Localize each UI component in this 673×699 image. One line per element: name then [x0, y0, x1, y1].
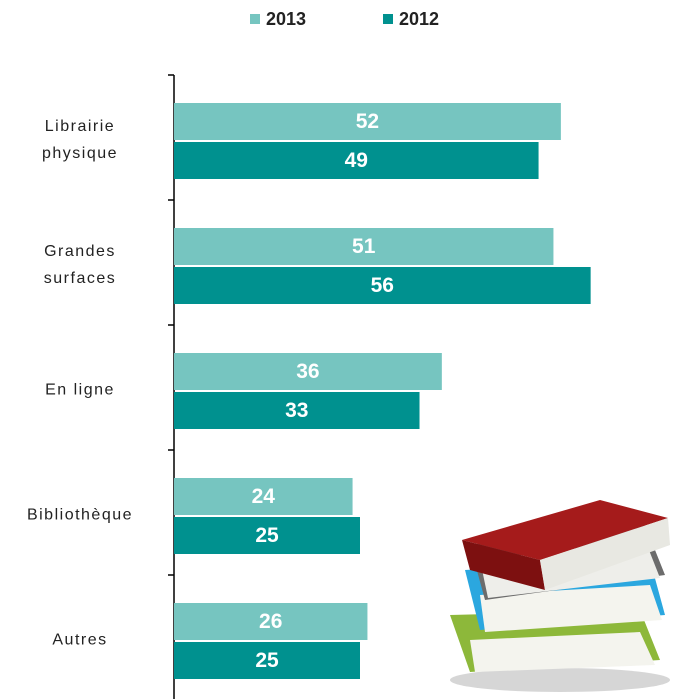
category-label: Autres: [0, 627, 160, 654]
legend-label: 2012: [399, 9, 439, 29]
bar-value-label: 33: [285, 399, 308, 422]
bar-value-label: 51: [352, 235, 376, 258]
category-label: Librairie physique: [0, 113, 160, 167]
bar-value-label: 26: [259, 610, 282, 633]
legend-swatch: [250, 14, 260, 24]
chart: 2012 2013 52 49 51 56 36 33 24 25 26 25: [0, 0, 673, 699]
bar-value-label: 24: [252, 485, 276, 508]
bar-value-label: 52: [356, 110, 379, 133]
books-illustration: [450, 500, 670, 692]
category-label: Bibliothèque: [0, 502, 160, 529]
bar-value-label: 49: [345, 149, 368, 172]
legend-label: 2013: [266, 9, 306, 29]
category-label: Grandes surfaces: [0, 238, 160, 292]
bar-value-label: 25: [255, 649, 279, 672]
legend-swatch: [383, 14, 393, 24]
bar-value-label: 25: [255, 524, 279, 547]
bar-value-label: 56: [371, 274, 394, 297]
page: 2012 2013 52 49 51 56 36 33 24 25 26 25 Librairie …: [0, 0, 673, 699]
category-label: En ligne: [0, 377, 160, 404]
bar-value-label: 36: [296, 360, 319, 383]
